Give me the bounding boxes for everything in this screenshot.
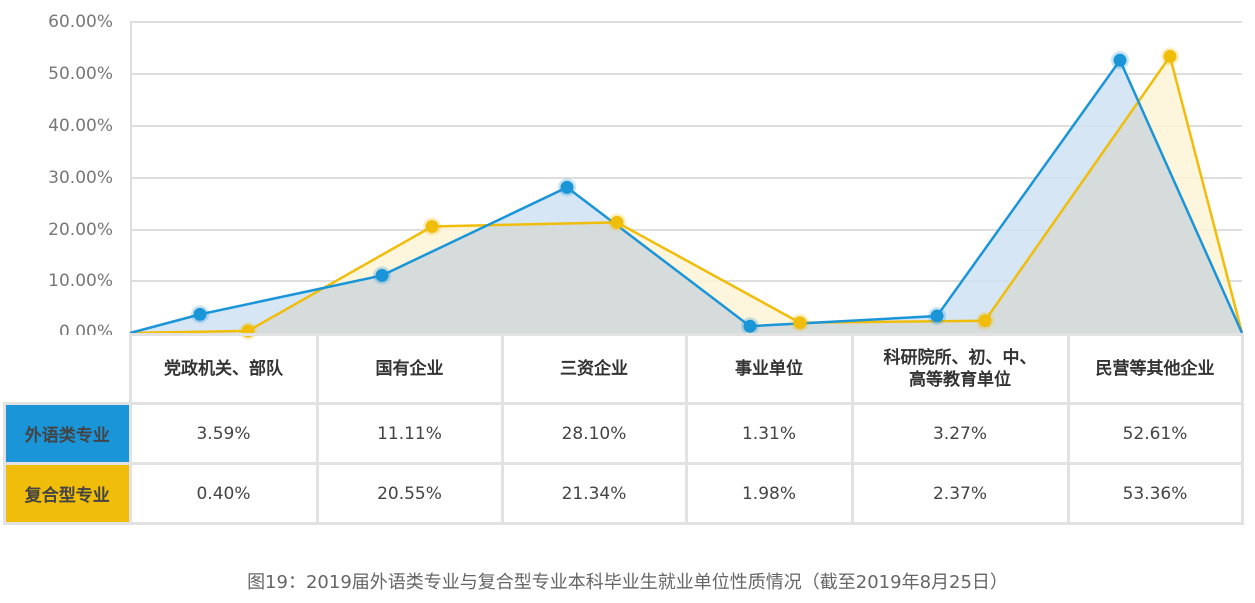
- column-header: 民营等其他企业: [1066, 333, 1244, 405]
- legend-label-compound: 复合型专业: [3, 462, 132, 525]
- data-point: [743, 319, 757, 333]
- y-tick: 60.00%: [48, 12, 113, 32]
- area-overlap: [130, 60, 1242, 333]
- column-header: 党政机关、部队: [128, 333, 319, 405]
- data-point: [610, 215, 624, 229]
- table-cell: 1.31%: [684, 402, 854, 465]
- header-line-2: 高等教育单位: [909, 370, 1011, 390]
- header-line-1: 科研院所、初、中、: [883, 348, 1037, 368]
- table-corner: [4, 334, 132, 404]
- data-point: [978, 314, 992, 328]
- legend-label-foreign-language: 外语类专业: [3, 402, 132, 465]
- table-cell: 2.37%: [850, 462, 1070, 525]
- figure-caption: 图19：2019届外语类专业与复合型专业本科毕业生就业单位性质情况（截至2019…: [247, 572, 1008, 593]
- data-point: [425, 219, 439, 233]
- y-tick: 10.00%: [48, 271, 113, 291]
- table-cell: 3.27%: [850, 402, 1070, 465]
- y-tick: 20.00%: [48, 220, 113, 240]
- column-header: 三资企业: [500, 333, 688, 405]
- table-cell: 53.36%: [1066, 462, 1244, 525]
- table-cell: 28.10%: [500, 402, 688, 465]
- data-point: [560, 180, 574, 194]
- area-chart: [129, 21, 1244, 340]
- data-table: 党政机关、部队 国有企业 三资企业 事业单位 科研院所、初、中、 高等教育单位 民…: [3, 333, 1244, 525]
- table-cell: 52.61%: [1066, 402, 1244, 465]
- table-cell: 20.55%: [315, 462, 504, 525]
- table-cell: 21.34%: [500, 462, 688, 525]
- line-0: [129, 57, 1244, 335]
- y-tick: 40.00%: [48, 116, 113, 136]
- data-point: [1163, 49, 1177, 63]
- table-cell: 1.98%: [684, 462, 854, 525]
- data-point: [1113, 53, 1127, 67]
- table-cell: 11.11%: [315, 402, 504, 465]
- column-header: 事业单位: [684, 333, 854, 405]
- data-point: [193, 307, 207, 321]
- data-point: [793, 316, 807, 330]
- table-row: 外语类专业 3.59% 11.11% 28.10% 1.31% 3.27% 52…: [3, 402, 1244, 465]
- series-lines: [129, 53, 1244, 335]
- y-tick: 30.00%: [48, 168, 113, 188]
- y-tick: 50.00%: [48, 64, 113, 84]
- data-point: [375, 268, 389, 282]
- table-cell: 0.40%: [128, 462, 319, 525]
- data-point: [930, 309, 944, 323]
- table-row: 复合型专业 0.40% 20.55% 21.34% 1.98% 2.37% 53…: [3, 462, 1244, 525]
- table-cell: 3.59%: [128, 402, 319, 465]
- column-header: 国有企业: [315, 333, 504, 405]
- column-header: 科研院所、初、中、 高等教育单位: [850, 333, 1070, 405]
- table-header-row: 党政机关、部队 国有企业 三资企业 事业单位 科研院所、初、中、 高等教育单位 民…: [4, 333, 1244, 405]
- series-areas: [130, 56, 1242, 334]
